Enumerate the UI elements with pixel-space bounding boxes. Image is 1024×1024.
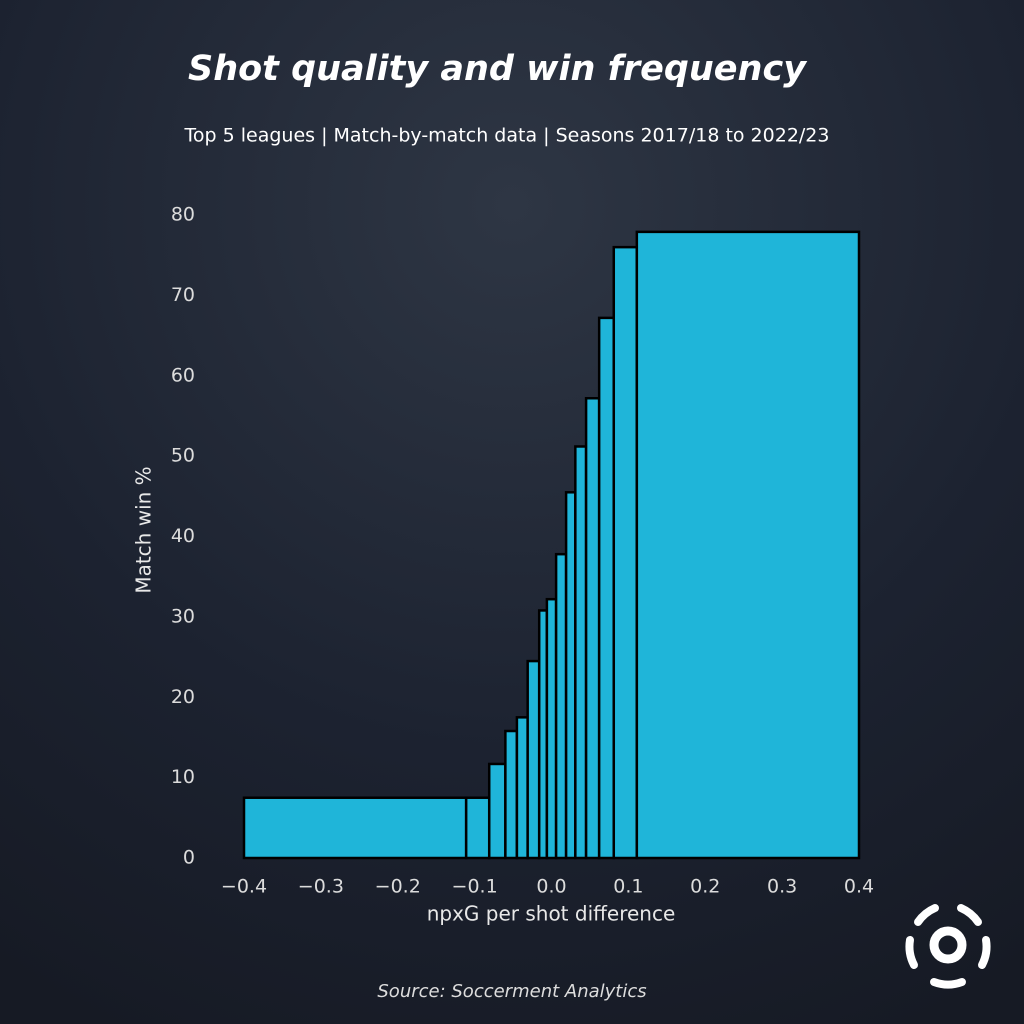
bar <box>612 245 639 860</box>
bar <box>464 796 491 860</box>
bar <box>554 552 568 860</box>
y-tick-label: 50 <box>171 445 195 467</box>
x-axis-label: npxG per shot difference <box>427 902 676 926</box>
bar <box>504 729 519 860</box>
y-tick-label: 70 <box>171 284 195 306</box>
y-axis-label: Match win % <box>132 466 156 593</box>
source-note: Source: Soccerment Analytics <box>377 981 646 1002</box>
x-tick-label: 0.1 <box>613 876 643 898</box>
bar <box>597 316 616 860</box>
bar <box>242 796 468 860</box>
chart-subtitle: Top 5 leagues | Match-by-match data | Se… <box>184 125 830 147</box>
y-tick-label: 0 <box>183 847 195 869</box>
x-tick-label: −0.1 <box>452 876 498 898</box>
bar <box>487 762 507 860</box>
y-tick-label: 20 <box>171 686 195 708</box>
logo <box>905 904 991 989</box>
y-tick-label: 60 <box>171 364 195 386</box>
x-tick-label: −0.4 <box>221 876 267 898</box>
y-tick-label: 30 <box>171 605 195 627</box>
x-tick-label: 0.3 <box>767 876 797 898</box>
bar <box>635 230 861 860</box>
y-tick-label: 80 <box>171 204 195 226</box>
bar <box>515 716 529 860</box>
x-tick-label: 0.2 <box>690 876 720 898</box>
x-tick-label: −0.2 <box>375 876 421 898</box>
bar <box>574 445 588 860</box>
bar <box>526 659 541 860</box>
chart-title: Shot quality and win frequency <box>188 49 808 89</box>
y-tick-label: 10 <box>171 766 195 788</box>
bar <box>584 397 601 860</box>
x-tick-label: 0.0 <box>536 876 566 898</box>
bar <box>564 491 577 860</box>
x-tick-label: −0.3 <box>298 876 344 898</box>
y-tick-label: 40 <box>171 525 195 547</box>
bar <box>545 597 558 860</box>
x-tick-label: 0.4 <box>844 876 874 898</box>
